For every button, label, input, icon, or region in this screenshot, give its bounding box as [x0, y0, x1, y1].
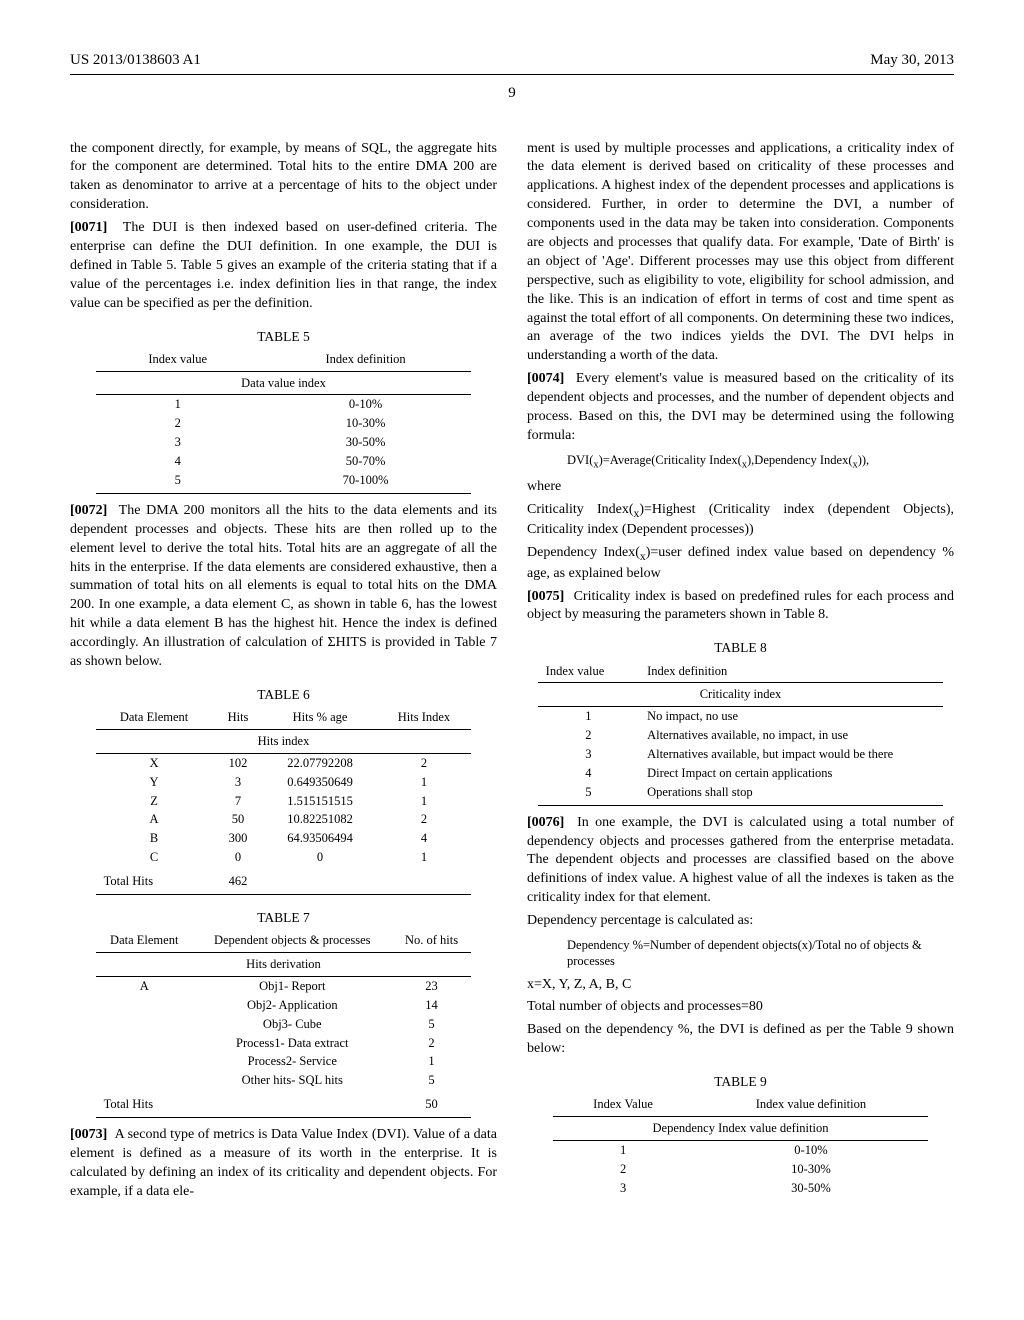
para-cont: the component directly, for example, by … [70, 140, 497, 216]
page-header: US 2013/0138603 A1 May 30, 2013 [70, 50, 954, 75]
para-num: [0072] [70, 503, 107, 518]
content-columns: the component directly, for example, by … [70, 140, 954, 1206]
dependency-def: Dependency Index(x)=user defined index v… [527, 544, 954, 583]
para-cont-right: ment is used by multiple processes and a… [527, 140, 954, 367]
dep-pct-label: Dependency percentage is calculated as: [527, 912, 954, 931]
para-0074: [0074] Every element's value is measured… [527, 370, 954, 446]
para-num: [0076] [527, 815, 564, 830]
para-num: [0075] [527, 589, 564, 604]
page-number: 9 [70, 83, 954, 103]
table9-caption: TABLE 9 [527, 1073, 954, 1091]
table8: Criticality index Index value Index defi… [538, 660, 944, 806]
para-0072: [0072] The DMA 200 monitors all the hits… [70, 502, 497, 672]
para-0071: [0071] The DUI is then indexed based on … [70, 219, 497, 313]
total-line: Total number of objects and processes=80 [527, 998, 954, 1017]
formula-dep-pct: Dependency %=Number of dependent objects… [567, 937, 954, 970]
table6: Hits index Data Element Hits Hits % age … [96, 706, 472, 895]
para-0075: [0075] Criticality index is based on pre… [527, 588, 954, 626]
table5-caption: TABLE 5 [70, 328, 497, 346]
para-num: [0074] [527, 371, 564, 386]
criticality-def: Criticality Index(x)=Highest (Criticalit… [527, 501, 954, 540]
based-line: Based on the dependency %, the DVI is de… [527, 1021, 954, 1059]
publication-date: May 30, 2013 [870, 50, 954, 70]
table6-caption: TABLE 6 [70, 686, 497, 704]
formula-dvi: DVI(x)=Average(Criticality Index(x),Depe… [567, 452, 954, 472]
publication-number: US 2013/0138603 A1 [70, 50, 201, 70]
para-num: [0071] [70, 220, 107, 235]
x-line: x=X, Y, Z, A, B, C [527, 976, 954, 995]
table7-caption: TABLE 7 [70, 909, 497, 927]
table8-caption: TABLE 8 [527, 639, 954, 657]
table9: Dependency Index value definition Index … [553, 1093, 929, 1197]
table5: Data value index Index value Index defin… [96, 348, 472, 494]
table7: Hits derivation Data Element Dependent o… [96, 929, 472, 1118]
para-num: [0073] [70, 1127, 107, 1142]
para-0073: [0073] A second type of metrics is Data … [70, 1126, 497, 1202]
left-column: the component directly, for example, by … [70, 140, 497, 1206]
para-0076: [0076] In one example, the DVI is calcul… [527, 814, 954, 908]
right-column: ment is used by multiple processes and a… [527, 140, 954, 1206]
where-label: where [527, 478, 954, 497]
